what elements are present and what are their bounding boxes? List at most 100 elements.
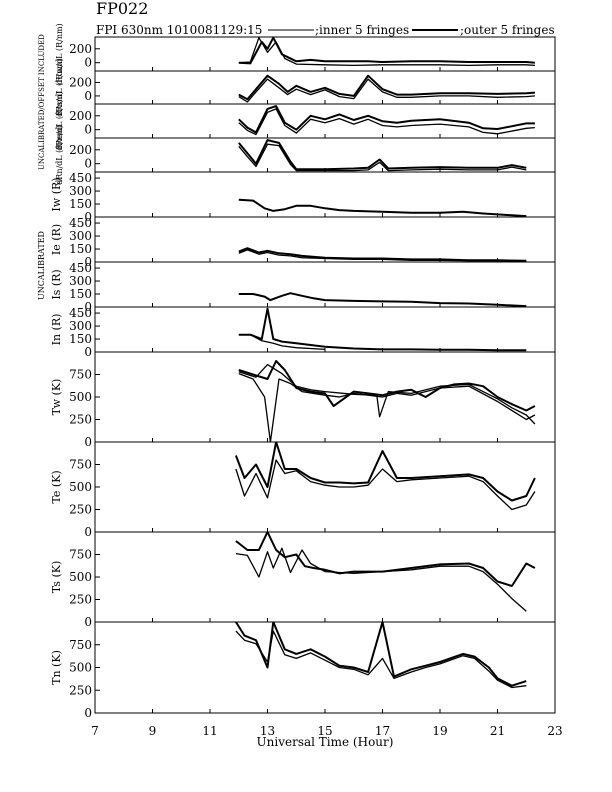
y-tick-label: 450 bbox=[69, 171, 92, 185]
y-axis-label: Ie (R) bbox=[50, 224, 63, 255]
y-axis-label: dRe/dL (R/nm) bbox=[55, 91, 64, 150]
series-group bbox=[238, 247, 527, 262]
legend-outer-label: ;outer 5 fringes bbox=[460, 23, 555, 37]
y-tick-label: 0 bbox=[84, 615, 92, 629]
legend-inner-label: ;inner 5 fringes bbox=[315, 23, 409, 37]
x-axis-label: Universal Time (Hour) bbox=[257, 735, 394, 749]
y-tick-label: 0 bbox=[84, 89, 92, 103]
y-axis-label: In (R) bbox=[50, 314, 63, 346]
series-group bbox=[238, 37, 535, 67]
y-tick-label: 0 bbox=[84, 157, 92, 171]
y-tick-label: 300 bbox=[69, 319, 92, 333]
y-tick-label: 500 bbox=[69, 661, 92, 675]
y-tick-label: 200 bbox=[69, 42, 92, 56]
x-tick-label: 17 bbox=[375, 724, 390, 738]
series-line bbox=[238, 37, 535, 67]
y-tick-label: 0 bbox=[84, 123, 92, 137]
y-tick-label: 0 bbox=[84, 255, 92, 269]
y-axis-label: Ts (K) bbox=[50, 561, 63, 593]
y-tick-label: 150 bbox=[69, 242, 92, 256]
x-tick-label: 11 bbox=[202, 724, 217, 738]
x-tick-label: 23 bbox=[547, 724, 562, 738]
x-tick-label: 9 bbox=[149, 724, 157, 738]
y-tick-label: 750 bbox=[69, 638, 92, 652]
x-tick-label: 13 bbox=[260, 724, 275, 738]
series-line bbox=[238, 74, 535, 101]
y-tick-label: 200 bbox=[69, 75, 92, 89]
panel-10: 0 250 500 750 Te (K) bbox=[50, 441, 556, 539]
y-axis-label: Tn (K) bbox=[50, 650, 63, 685]
y-tick-label: 0 bbox=[84, 706, 92, 720]
y-tick-label: 0 bbox=[84, 435, 92, 449]
series-group bbox=[238, 292, 527, 307]
panel-9: 0 250 500 750 Tw (K) bbox=[50, 351, 556, 449]
series-group bbox=[234, 442, 536, 511]
y-axis-label: dRs/dL (R/nm) bbox=[55, 58, 64, 117]
y-tick-label: 300 bbox=[69, 274, 92, 288]
y-axis-label: Tw (K) bbox=[50, 379, 63, 416]
y-tick-label: 0 bbox=[84, 210, 92, 224]
panel-11: 0 250 500 750 Ts (K) bbox=[50, 531, 556, 629]
series-line bbox=[238, 372, 536, 442]
y-tick-label: 0 bbox=[84, 56, 92, 70]
y-tick-label: 250 bbox=[69, 593, 92, 607]
y-tick-label: 0 bbox=[84, 525, 92, 539]
x-tick-label: 15 bbox=[317, 724, 332, 738]
y-tick-label: 250 bbox=[69, 413, 92, 427]
series-line bbox=[238, 143, 527, 172]
series-group bbox=[235, 532, 536, 612]
series-line bbox=[238, 37, 535, 65]
y-tick-label: 150 bbox=[69, 197, 92, 211]
series-line bbox=[238, 360, 536, 412]
y-tick-label: 0 bbox=[84, 300, 92, 314]
series-line bbox=[235, 532, 536, 587]
series-group bbox=[238, 307, 527, 352]
series-group bbox=[238, 360, 536, 442]
series-line bbox=[238, 292, 527, 307]
series-group bbox=[238, 198, 527, 217]
y-tick-label: 300 bbox=[69, 229, 92, 243]
y-tick-label: 200 bbox=[69, 109, 92, 123]
y-axis-label: Is (R) bbox=[50, 269, 63, 299]
y-axis-label: dRw/dL (R/nm) bbox=[55, 23, 64, 84]
series-line bbox=[238, 198, 527, 217]
y-tick-label: 250 bbox=[69, 683, 92, 697]
panel-12: 0 250 500 750 Tn (K) bbox=[50, 621, 556, 720]
series-line bbox=[235, 630, 527, 689]
series-group bbox=[238, 105, 535, 136]
y-tick-label: 450 bbox=[69, 216, 92, 230]
y-tick-label: 750 bbox=[69, 458, 92, 472]
series-line bbox=[238, 363, 536, 425]
series-line bbox=[238, 249, 527, 262]
series-line bbox=[235, 547, 527, 612]
series-line bbox=[238, 78, 535, 103]
y-tick-label: 250 bbox=[69, 503, 92, 517]
y-tick-label: 300 bbox=[69, 184, 92, 198]
x-axis: 7 9 11 13 15 17 19 21 23 bbox=[91, 724, 562, 738]
series-line bbox=[238, 139, 527, 171]
y-tick-label: 750 bbox=[69, 368, 92, 382]
x-tick-label: 19 bbox=[432, 724, 447, 738]
y-tick-label: 150 bbox=[69, 332, 92, 346]
series-line bbox=[238, 108, 535, 136]
series-line bbox=[238, 334, 326, 351]
y-tick-label: 200 bbox=[69, 143, 92, 157]
y-tick-label: 450 bbox=[69, 261, 92, 275]
side-label-uncalibrated: UNCALIBRATED bbox=[37, 231, 46, 300]
figure-title: FP022 bbox=[96, 0, 148, 18]
y-tick-label: 450 bbox=[69, 306, 92, 320]
series-line bbox=[238, 105, 535, 134]
y-axis-label: Iw (R) bbox=[50, 177, 63, 211]
figure-subtitle: FPI 630nm 1010081129:15 bbox=[96, 23, 262, 37]
y-tick-label: 500 bbox=[69, 570, 92, 584]
y-tick-label: 150 bbox=[69, 287, 92, 301]
series-line bbox=[235, 459, 536, 511]
y-tick-label: 0 bbox=[84, 345, 92, 359]
y-axis-label: dRn/dL (R/nm) bbox=[55, 125, 64, 185]
series-line bbox=[238, 307, 527, 352]
y-tick-label: 750 bbox=[69, 548, 92, 562]
